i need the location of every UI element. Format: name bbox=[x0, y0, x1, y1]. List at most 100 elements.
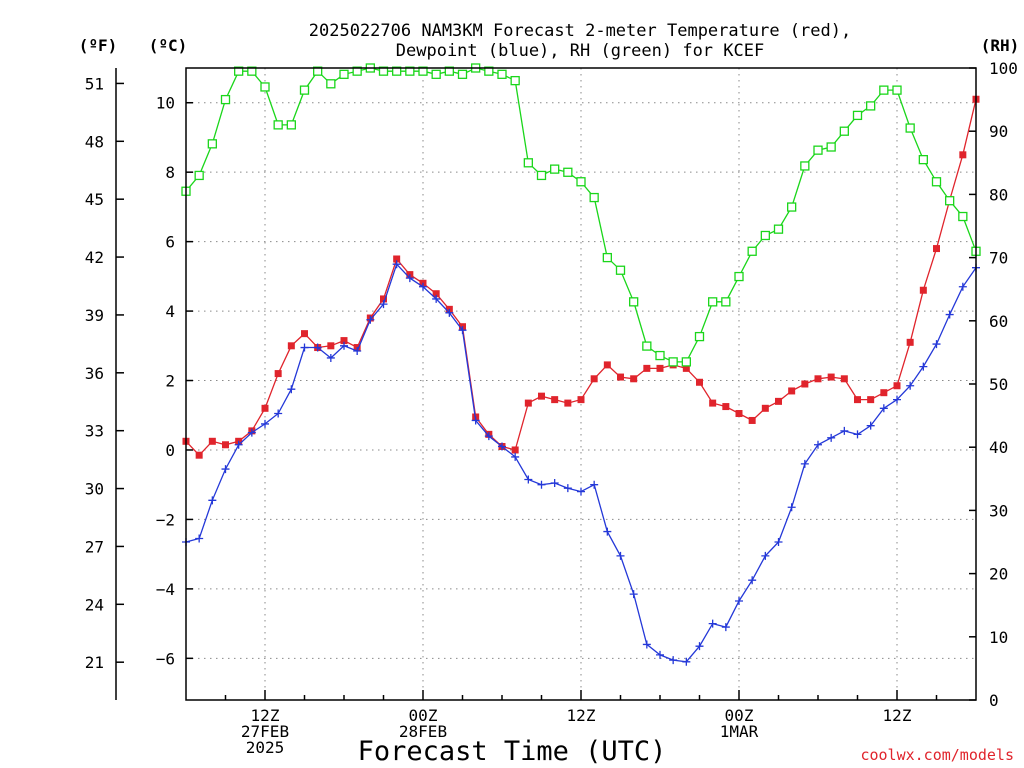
temperature-point bbox=[274, 370, 282, 378]
rh-point bbox=[615, 265, 626, 275]
dewpoint-point bbox=[195, 534, 204, 543]
dewpoint-point bbox=[774, 538, 783, 546]
rh-point bbox=[879, 85, 889, 95]
dewpoint-point bbox=[326, 353, 335, 362]
temperature-point bbox=[709, 399, 717, 407]
dewpoint-point bbox=[840, 426, 849, 435]
dewpoint-point bbox=[221, 465, 230, 474]
rh-point bbox=[339, 69, 349, 79]
temperature-point bbox=[327, 342, 335, 350]
celsius-tick-label: −6 bbox=[156, 649, 175, 668]
dewpoint-point bbox=[590, 480, 599, 489]
dewpoint-point bbox=[814, 440, 822, 449]
fahrenheit-axis: 51 48 45 42 39 36 33 30 27 24 21 bbox=[85, 68, 124, 700]
rh-point bbox=[484, 66, 494, 76]
dewpoint-point bbox=[906, 381, 915, 390]
dewpoint-point bbox=[287, 385, 296, 394]
dewpoint-point bbox=[656, 650, 664, 659]
rh-point bbox=[563, 167, 573, 177]
rh-point bbox=[313, 66, 323, 76]
temperature-point bbox=[195, 451, 203, 459]
rh-point bbox=[431, 69, 441, 79]
rh-point bbox=[536, 170, 547, 181]
rh-point bbox=[668, 357, 678, 367]
fahrenheit-tick-label: 21 bbox=[85, 653, 104, 672]
watermark: coolwx.com/models bbox=[860, 746, 1014, 764]
dewpoint-point bbox=[458, 326, 467, 335]
dewpoint-point bbox=[550, 478, 559, 487]
temperature-point bbox=[814, 375, 822, 383]
rh-point bbox=[392, 66, 402, 76]
temperature-point bbox=[301, 330, 308, 338]
temperature-point bbox=[840, 375, 848, 383]
rh-point bbox=[839, 126, 849, 136]
temperature-point bbox=[682, 364, 690, 372]
rh-point bbox=[642, 341, 652, 351]
rh-point bbox=[286, 120, 296, 130]
temperature-point bbox=[906, 338, 914, 346]
dewpoint-point bbox=[708, 619, 717, 628]
temperature-point bbox=[775, 397, 782, 405]
rh-point bbox=[273, 120, 283, 130]
dewpoint-point bbox=[274, 409, 283, 418]
temperature-point bbox=[761, 404, 769, 412]
time-tick-label: 00Z bbox=[409, 706, 438, 725]
dewpoint-point bbox=[471, 416, 480, 425]
dewpoint-point bbox=[958, 282, 967, 291]
dewpoint-point bbox=[735, 597, 743, 606]
fahrenheit-tick-label: 42 bbox=[85, 248, 104, 267]
temperature-point bbox=[959, 151, 967, 159]
temperature-point bbox=[432, 290, 440, 298]
rh-point bbox=[681, 357, 691, 367]
rh-point bbox=[958, 211, 968, 222]
temperature-point bbox=[340, 337, 348, 345]
dewpoint-point bbox=[866, 421, 875, 430]
fahrenheit-tick-label: 27 bbox=[85, 537, 104, 556]
fahrenheit-tick-label: 36 bbox=[85, 364, 104, 383]
dewpoint-point bbox=[484, 432, 493, 441]
rh-point bbox=[734, 271, 744, 282]
dewpoint-point bbox=[405, 274, 414, 283]
dewpoint-point bbox=[208, 496, 217, 505]
rh-tick-label: 20 bbox=[989, 565, 1008, 584]
temperature-point bbox=[222, 441, 229, 449]
dewpoint-point bbox=[603, 527, 612, 536]
celsius-tick-label: −4 bbox=[156, 580, 175, 599]
dewpoint-point bbox=[695, 642, 704, 651]
dewpoint-point bbox=[669, 656, 678, 665]
temperature-point bbox=[735, 410, 743, 418]
rh-point bbox=[813, 145, 823, 155]
rh-point bbox=[931, 177, 942, 187]
dewpoint-point bbox=[340, 341, 348, 350]
temperature-point bbox=[722, 403, 730, 411]
rh-point bbox=[457, 69, 468, 79]
dewpoint-point bbox=[524, 475, 533, 484]
x-axis-label: Forecast Time (UTC) bbox=[358, 736, 667, 767]
rh-point bbox=[852, 110, 863, 121]
temperature-point bbox=[748, 416, 756, 424]
fahrenheit-tick-label: 45 bbox=[85, 190, 104, 209]
temperature-point bbox=[933, 245, 940, 253]
dewpoint-point bbox=[445, 308, 454, 317]
rh-point bbox=[747, 246, 757, 256]
dewpoint-point bbox=[419, 282, 427, 291]
rh-point bbox=[589, 192, 599, 203]
dewpoint-point bbox=[234, 440, 243, 449]
rh-point bbox=[721, 297, 731, 307]
temperature-point bbox=[867, 396, 875, 404]
temperature-point bbox=[577, 396, 585, 404]
plot-frame bbox=[185, 67, 977, 701]
rh-point bbox=[892, 85, 902, 95]
rh-point bbox=[826, 142, 836, 152]
temperature-point bbox=[656, 364, 664, 372]
dewpoint-point bbox=[721, 623, 730, 632]
rh-point bbox=[510, 75, 520, 86]
time-tick-label: 00Z bbox=[725, 706, 754, 725]
dewpoint-point bbox=[893, 395, 901, 404]
dewpoint-point bbox=[247, 428, 256, 437]
dewpoint-point bbox=[379, 300, 388, 309]
dewpoint-point bbox=[366, 315, 375, 324]
